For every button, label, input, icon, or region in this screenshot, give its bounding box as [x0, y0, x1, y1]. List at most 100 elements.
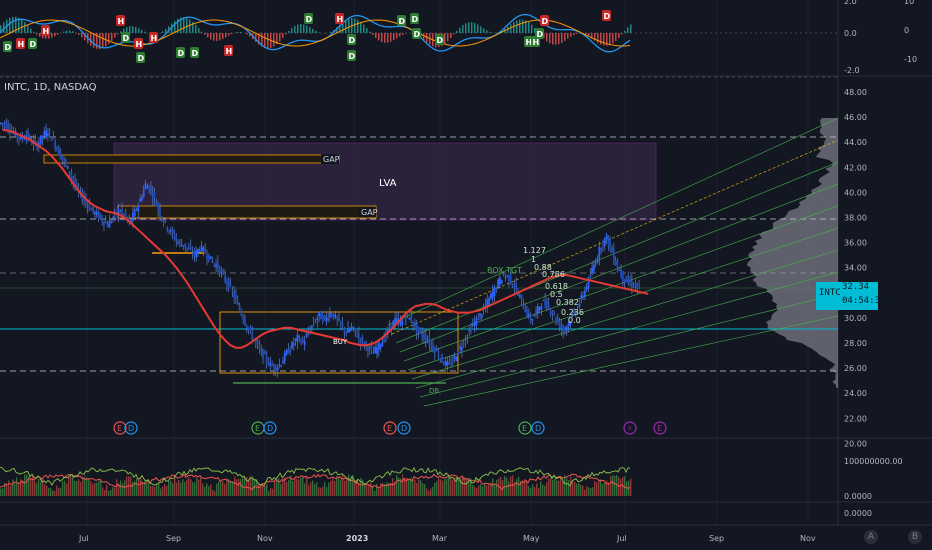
- volume-bar: [70, 476, 72, 496]
- volume-bar: [452, 479, 454, 496]
- signal-marker-d: D: [121, 32, 130, 43]
- osc-histogram-bar: [366, 28, 368, 33]
- candle-body: [520, 294, 523, 300]
- volume-bar: [378, 487, 380, 496]
- price-axis-label: 38.00: [844, 214, 867, 223]
- volume-bar: [50, 488, 52, 496]
- candle-body: [296, 334, 299, 342]
- candle-body: [394, 318, 396, 326]
- osc-histogram-bar: [174, 20, 176, 33]
- osc-histogram-bar: [111, 33, 113, 42]
- candle-body: [428, 337, 431, 346]
- signal-marker-h: H: [116, 15, 125, 26]
- osc-histogram-bar: [342, 22, 344, 33]
- volume-bar: [466, 479, 468, 496]
- volume-bar: [578, 483, 580, 496]
- osc-histogram-bar: [483, 28, 485, 33]
- event-marker[interactable]: D: [531, 421, 545, 435]
- time-axis-label: Jul: [78, 534, 89, 543]
- candle-body: [178, 240, 181, 242]
- osc-histogram-bar: [618, 33, 620, 38]
- osc-histogram-bar: [99, 33, 101, 50]
- candle-body: [81, 195, 84, 201]
- svg-text:H: H: [118, 17, 125, 26]
- symbol-header[interactable]: INTC, 1D, NASDAQ: [4, 82, 97, 93]
- osc-histogram-bar: [612, 33, 614, 44]
- volume-bar: [210, 484, 212, 496]
- volume-bar: [72, 475, 74, 496]
- volume-bar: [56, 485, 58, 496]
- event-marker[interactable]: E: [518, 421, 532, 435]
- candle-body: [381, 341, 384, 347]
- volume-bar: [420, 480, 422, 496]
- event-marker[interactable]: ⚡: [623, 421, 637, 435]
- auto-scale-button[interactable]: A: [864, 530, 878, 544]
- candle-body: [231, 290, 234, 292]
- volume-bar: [334, 480, 336, 496]
- volume-bar: [86, 478, 88, 496]
- candle-body: [182, 244, 185, 247]
- candle-body: [189, 246, 192, 250]
- candle-body: [347, 328, 349, 333]
- event-marker[interactable]: D: [124, 421, 138, 435]
- volume-bar: [136, 478, 138, 496]
- candle-body: [325, 316, 328, 322]
- event-marker[interactable]: E: [653, 421, 667, 435]
- candle-body: [565, 326, 568, 331]
- volume-bar: [336, 476, 338, 496]
- signal-marker-d: D: [136, 52, 145, 63]
- candle-body: [186, 247, 189, 249]
- volume-bar: [80, 481, 82, 496]
- candle-body: [576, 308, 579, 310]
- event-marker[interactable]: D: [263, 421, 277, 435]
- price-axis-label: 44.00: [844, 138, 867, 147]
- volume-bar: [218, 481, 220, 496]
- price-axis-label: 48.00: [844, 88, 867, 97]
- volume-bar: [258, 482, 260, 496]
- candle-body: [596, 257, 599, 263]
- volume-bar: [140, 478, 142, 496]
- price-pane[interactable]: [0, 117, 839, 407]
- channel-line: [419, 293, 839, 398]
- price-axis-label: 40.00: [844, 188, 867, 197]
- svg-text:D: D: [306, 15, 313, 24]
- osc-histogram-bar: [519, 19, 521, 33]
- svg-text:D: D: [267, 424, 273, 433]
- candle-body: [488, 298, 490, 305]
- volume-bar: [542, 484, 544, 496]
- osc-histogram-bar: [426, 33, 428, 43]
- candle-body: [271, 365, 273, 367]
- volume-bar: [570, 476, 572, 496]
- candle-body: [410, 316, 413, 323]
- event-marker[interactable]: D: [397, 421, 411, 435]
- signal-marker-d: D: [3, 41, 12, 52]
- volume-bar: [154, 486, 156, 496]
- osc-histogram-bar: [192, 21, 194, 33]
- volume-bar: [230, 481, 232, 496]
- log-scale-button[interactable]: B: [908, 530, 922, 544]
- signal-marker-d: D: [435, 34, 444, 45]
- volume-bar: [554, 478, 556, 496]
- event-marker[interactable]: E: [113, 421, 127, 435]
- svg-text:E: E: [657, 424, 662, 433]
- osc-histogram-bar: [522, 19, 524, 33]
- volume-bar: [374, 490, 376, 496]
- candle-body: [634, 283, 637, 286]
- osc-histogram-bar: [207, 33, 209, 38]
- volume-bar: [566, 478, 568, 496]
- volume-bar: [456, 475, 458, 496]
- volume-bar: [462, 476, 464, 496]
- candle-body: [88, 203, 91, 210]
- osc-histogram-bar: [606, 33, 608, 46]
- volume-bar: [30, 478, 32, 496]
- time-axis-label: Sep: [709, 534, 724, 543]
- volume-bar: [90, 481, 92, 496]
- signal-marker-h: D: [540, 15, 549, 26]
- event-marker[interactable]: E: [383, 421, 397, 435]
- volume-bar: [254, 478, 256, 496]
- candle-body: [70, 172, 73, 178]
- volume-bar: [196, 477, 198, 496]
- osc-histogram-bar: [219, 33, 221, 41]
- candle-body: [48, 129, 51, 132]
